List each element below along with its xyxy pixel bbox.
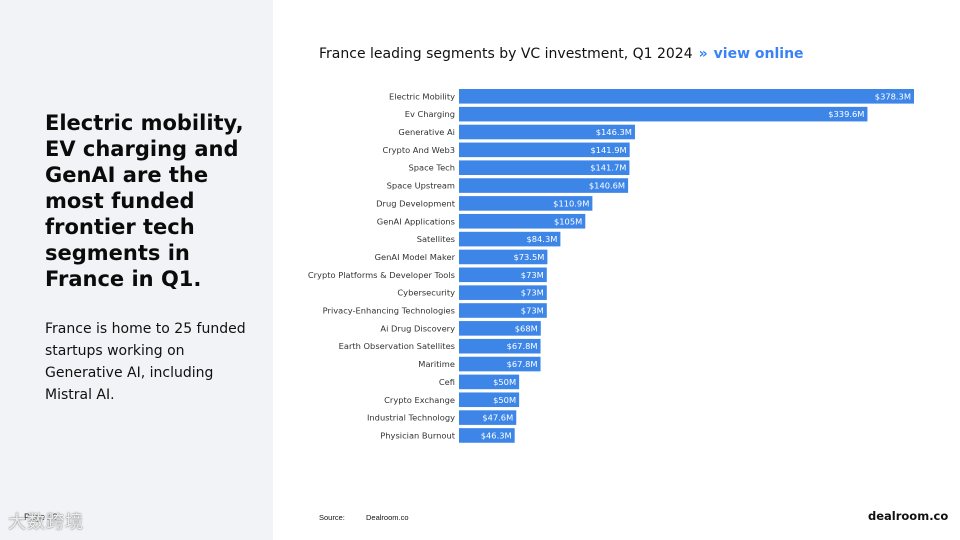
value-label: $141.7M	[590, 163, 626, 173]
value-label: $50M	[493, 377, 516, 387]
value-label: $47.6M	[482, 413, 513, 423]
category-label: Industrial Technology	[367, 413, 455, 423]
category-label: Cybersecurity	[397, 288, 455, 298]
value-label: $140.6M	[589, 181, 625, 191]
bar	[459, 338, 541, 354]
bar	[459, 428, 515, 443]
left-panel	[0, 0, 273, 540]
headline: Electric mobility, EV charging and GenAI…	[45, 111, 244, 291]
value-label: $73M	[521, 288, 544, 298]
value-label: $110.9M	[553, 198, 589, 208]
category-label: Crypto Exchange	[384, 395, 455, 405]
bar	[459, 249, 548, 265]
bar	[459, 231, 561, 247]
category-label: Crypto Platforms & Developer Tools	[308, 270, 455, 280]
category-label: Privacy-Enhancing Technologies	[323, 306, 455, 316]
category-label: Crypto And Web3	[382, 145, 455, 155]
value-label: $73.5M	[513, 252, 544, 262]
value-label: $73M	[521, 270, 544, 280]
bar	[459, 124, 635, 140]
value-label: $146.3M	[596, 127, 632, 137]
bar	[459, 196, 593, 211]
brand-logo: dealroom.co	[868, 509, 949, 523]
value-label: $73M	[521, 306, 544, 316]
bar	[459, 160, 630, 175]
category-label: Physician Burnout	[380, 430, 455, 440]
value-label: $141.9M	[590, 145, 626, 155]
bar	[459, 374, 520, 390]
bar	[459, 303, 547, 318]
value-label: $50M	[493, 395, 516, 405]
bar	[459, 89, 914, 104]
bar	[459, 267, 547, 283]
watermark: 大数跨境	[8, 512, 84, 533]
category-label: Generative Ai	[398, 127, 455, 137]
category-label: Ev Charging	[405, 109, 455, 119]
category-label: Space Tech	[408, 163, 455, 173]
category-label: Ai Drug Discovery	[380, 323, 455, 333]
chart-title-text: France leading segments by VC investment…	[319, 46, 693, 62]
category-label: Satellites	[417, 234, 455, 244]
value-label: $378.3M	[875, 91, 911, 101]
bar	[459, 392, 520, 408]
chevron-right-icon: »	[698, 46, 708, 62]
category-label: Maritime	[418, 359, 455, 369]
body-text: France is home to 25 funded startups wor…	[45, 321, 246, 403]
bar	[459, 285, 547, 300]
source-label: Source:	[319, 513, 345, 522]
bar	[459, 356, 541, 372]
value-label: $105M	[554, 216, 582, 226]
value-label: $84.3M	[526, 234, 557, 244]
category-label: GenAI Applications	[377, 216, 455, 226]
category-label: Electric Mobility	[389, 91, 455, 101]
chart-title: France leading segments by VC investment…	[319, 46, 804, 62]
category-label: Drug Development	[376, 198, 456, 208]
view-online-link[interactable]: view online	[713, 46, 804, 62]
category-label: Space Upstream	[387, 181, 455, 191]
category-label: Earth Observation Satellites	[339, 341, 455, 351]
bar	[459, 321, 541, 336]
value-label: $339.6M	[828, 109, 864, 119]
bar	[459, 178, 629, 193]
value-label: $46.3M	[481, 430, 512, 440]
value-label: $68M	[515, 323, 538, 333]
category-label: Cefi	[439, 377, 455, 387]
page-number: Page / 2	[24, 512, 58, 522]
bar	[459, 410, 517, 425]
bar	[459, 106, 868, 122]
bar	[459, 213, 586, 229]
value-label: $67.8M	[507, 359, 538, 369]
bar	[459, 142, 630, 158]
category-label: GenAI Model Maker	[375, 252, 456, 262]
value-label: $67.8M	[507, 341, 538, 351]
source-value: Dealroom.co	[366, 513, 409, 522]
